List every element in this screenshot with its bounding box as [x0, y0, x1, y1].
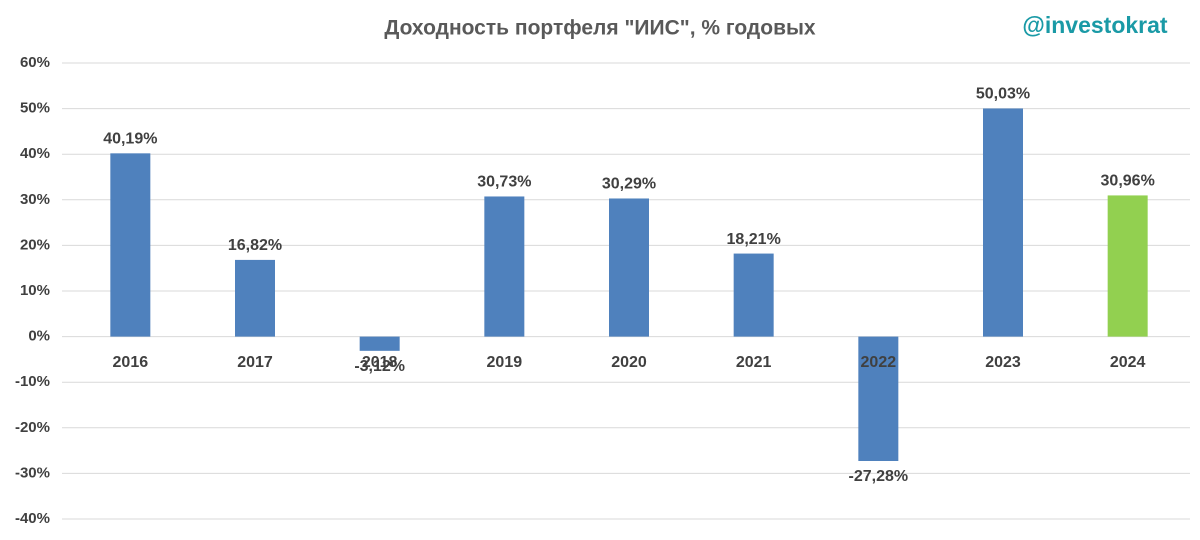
bar	[235, 259, 275, 337]
bar	[858, 336, 899, 461]
y-tick-label: -20%	[15, 419, 50, 436]
watermark: @investokrat	[1022, 12, 1167, 38]
x-tick-label: 2024	[1110, 354, 1146, 371]
bar	[983, 108, 1023, 337]
bar	[359, 336, 400, 351]
x-tick-label: 2020	[611, 354, 647, 371]
value-label: 40,19%	[103, 131, 157, 148]
bar	[733, 253, 774, 337]
y-tick-label: 30%	[20, 191, 50, 208]
x-tick-label: 2021	[736, 354, 772, 371]
y-tick-label: 20%	[20, 236, 50, 253]
y-tick-label: 10%	[20, 282, 50, 299]
y-tick-label: 40%	[20, 145, 50, 162]
y-tick-label: -10%	[15, 373, 50, 390]
value-label: 50,03%	[976, 86, 1030, 103]
bar	[110, 153, 151, 337]
value-label: 16,82%	[228, 237, 282, 254]
y-tick-label: -30%	[15, 464, 50, 481]
value-label: -27,28%	[849, 468, 909, 485]
bar	[609, 198, 649, 337]
x-tick-label: 2022	[861, 354, 897, 371]
x-tick-label: 2023	[985, 354, 1021, 371]
y-tick-label: 50%	[20, 100, 50, 117]
bar	[1107, 195, 1148, 337]
x-tick-label: 2018	[362, 354, 398, 371]
value-label: 18,21%	[727, 231, 781, 248]
x-tick-label: 2016	[113, 354, 149, 371]
x-tick-label: 2019	[487, 354, 523, 371]
y-tick-label: -40%	[15, 510, 50, 527]
bar	[484, 196, 525, 337]
value-label: -3,12%	[354, 358, 405, 375]
value-label: 30,96%	[1101, 173, 1155, 190]
chart-title: Доходность портфеля "ИИС", % годовых	[384, 17, 816, 40]
x-tick-label: 2017	[237, 354, 273, 371]
y-tick-label: 60%	[20, 54, 50, 71]
value-label: 30,29%	[602, 176, 656, 193]
y-tick-label: 0%	[28, 328, 50, 345]
value-label: 30,73%	[477, 174, 531, 191]
